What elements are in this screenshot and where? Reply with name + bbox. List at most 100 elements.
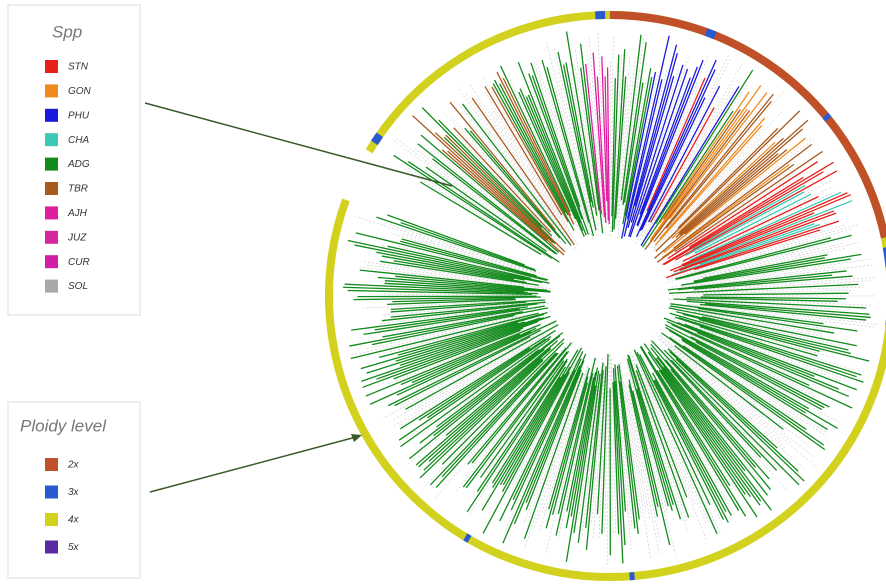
branch	[523, 372, 584, 540]
branch	[643, 353, 722, 488]
branch	[619, 362, 651, 559]
branch	[690, 336, 830, 408]
branch	[633, 349, 718, 535]
branch	[499, 373, 566, 485]
branch	[661, 369, 751, 498]
legend-label: CHA	[68, 135, 89, 146]
legend-label: JUZ	[67, 232, 87, 243]
branch	[617, 76, 632, 214]
branch	[612, 368, 624, 564]
branch	[499, 65, 571, 213]
branch	[677, 127, 779, 229]
branch	[570, 367, 599, 517]
branch	[681, 192, 848, 266]
branch	[628, 379, 659, 508]
branch	[419, 332, 564, 444]
branch	[565, 31, 598, 216]
branch	[654, 125, 763, 246]
branch	[681, 339, 828, 431]
branch	[360, 322, 519, 370]
branch	[682, 345, 807, 430]
branch	[478, 358, 565, 477]
branch	[432, 158, 556, 255]
branch	[390, 301, 546, 318]
branch	[604, 391, 609, 533]
branch	[653, 380, 729, 523]
branch	[662, 161, 834, 266]
branch	[462, 351, 568, 488]
branch	[526, 372, 583, 524]
branch	[399, 317, 545, 366]
branch	[449, 101, 556, 231]
branch	[531, 75, 589, 235]
branch	[635, 375, 688, 533]
branch	[502, 365, 581, 544]
ring-segment	[609, 11, 886, 239]
branch	[397, 245, 549, 282]
branch	[434, 132, 554, 244]
branch	[674, 186, 832, 265]
branch	[482, 371, 570, 534]
branch	[683, 212, 815, 267]
branch	[397, 313, 545, 356]
branch	[627, 354, 674, 506]
branch	[689, 191, 842, 261]
branch	[677, 321, 815, 378]
branch	[429, 352, 557, 486]
branch	[639, 354, 725, 520]
branch	[627, 382, 661, 543]
branch	[636, 59, 704, 227]
branch	[686, 300, 870, 315]
branch	[585, 370, 604, 550]
branch	[625, 69, 668, 236]
branch	[646, 56, 709, 207]
branch	[350, 312, 539, 360]
branch	[588, 36, 605, 223]
branch	[654, 379, 727, 513]
branch	[366, 264, 552, 289]
branch	[468, 367, 564, 516]
branch	[598, 380, 607, 539]
branch	[395, 321, 525, 362]
branch	[619, 381, 639, 535]
branch	[360, 300, 521, 309]
branch	[573, 370, 600, 534]
branch	[527, 94, 582, 224]
ploidy-ring	[325, 11, 886, 581]
branch	[433, 356, 549, 469]
branch	[626, 362, 676, 555]
branch	[639, 105, 713, 241]
branch	[441, 342, 565, 465]
ring-segment	[822, 112, 832, 122]
branch	[596, 366, 607, 515]
branch	[458, 103, 574, 250]
branch	[643, 343, 761, 506]
pointer-arrow	[144, 102, 453, 187]
branch	[674, 170, 838, 261]
branch	[376, 216, 537, 272]
branch	[546, 41, 590, 212]
branch	[658, 339, 807, 471]
branch	[551, 382, 588, 515]
branch	[658, 369, 758, 518]
branch	[491, 366, 567, 484]
branch	[647, 351, 746, 495]
branch	[695, 341, 823, 411]
branch	[692, 184, 806, 250]
legend-swatch	[45, 485, 58, 499]
branch	[365, 323, 541, 397]
branch	[601, 354, 609, 534]
legend-label: AJH	[67, 208, 88, 219]
branch	[646, 77, 706, 212]
branch	[678, 286, 863, 294]
branch	[663, 366, 772, 511]
branch	[628, 384, 659, 517]
branch	[670, 346, 818, 468]
branch	[616, 380, 632, 550]
branch	[626, 35, 670, 219]
branch	[423, 338, 565, 471]
branch	[517, 61, 587, 236]
branch	[399, 329, 556, 430]
branch	[678, 316, 862, 376]
branch	[499, 350, 584, 522]
